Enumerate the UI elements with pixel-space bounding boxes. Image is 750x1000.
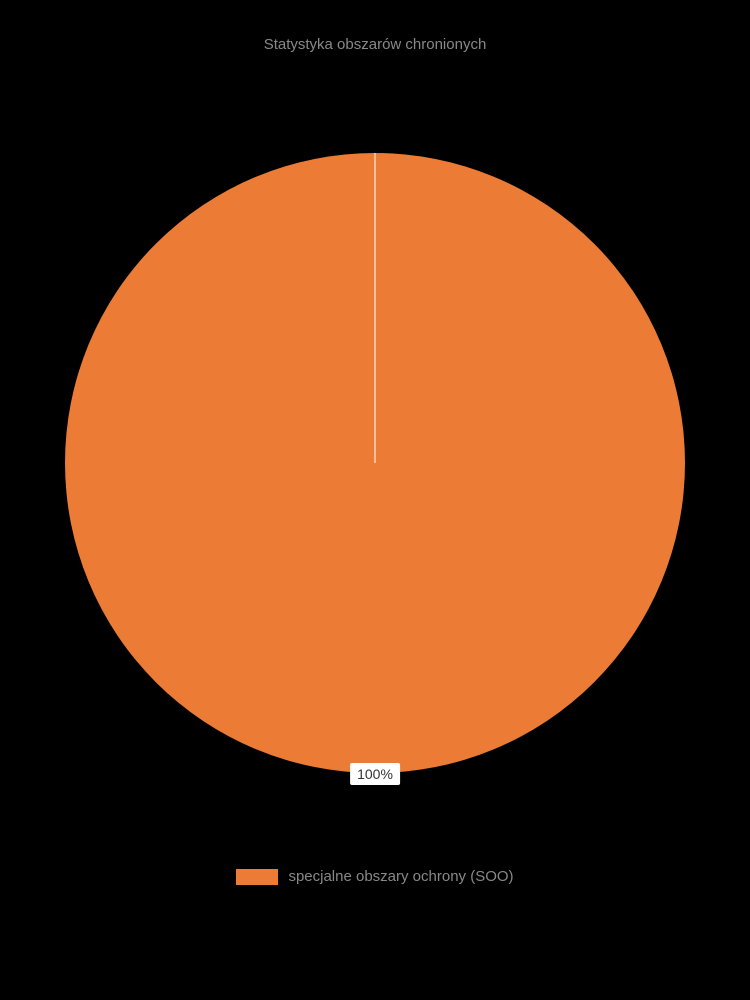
chart-title: Statystyka obszarów chronionych <box>264 36 487 53</box>
legend-label: specjalne obszary ochrony (SOO) <box>288 868 513 885</box>
legend-swatch <box>236 869 278 885</box>
pie-chart: 100% <box>65 153 685 773</box>
pie-slice-0 <box>65 153 685 773</box>
pie-pct-label: 100% <box>350 763 400 785</box>
legend: specjalne obszary ochrony (SOO) <box>236 868 513 885</box>
pie-divider <box>375 153 376 463</box>
